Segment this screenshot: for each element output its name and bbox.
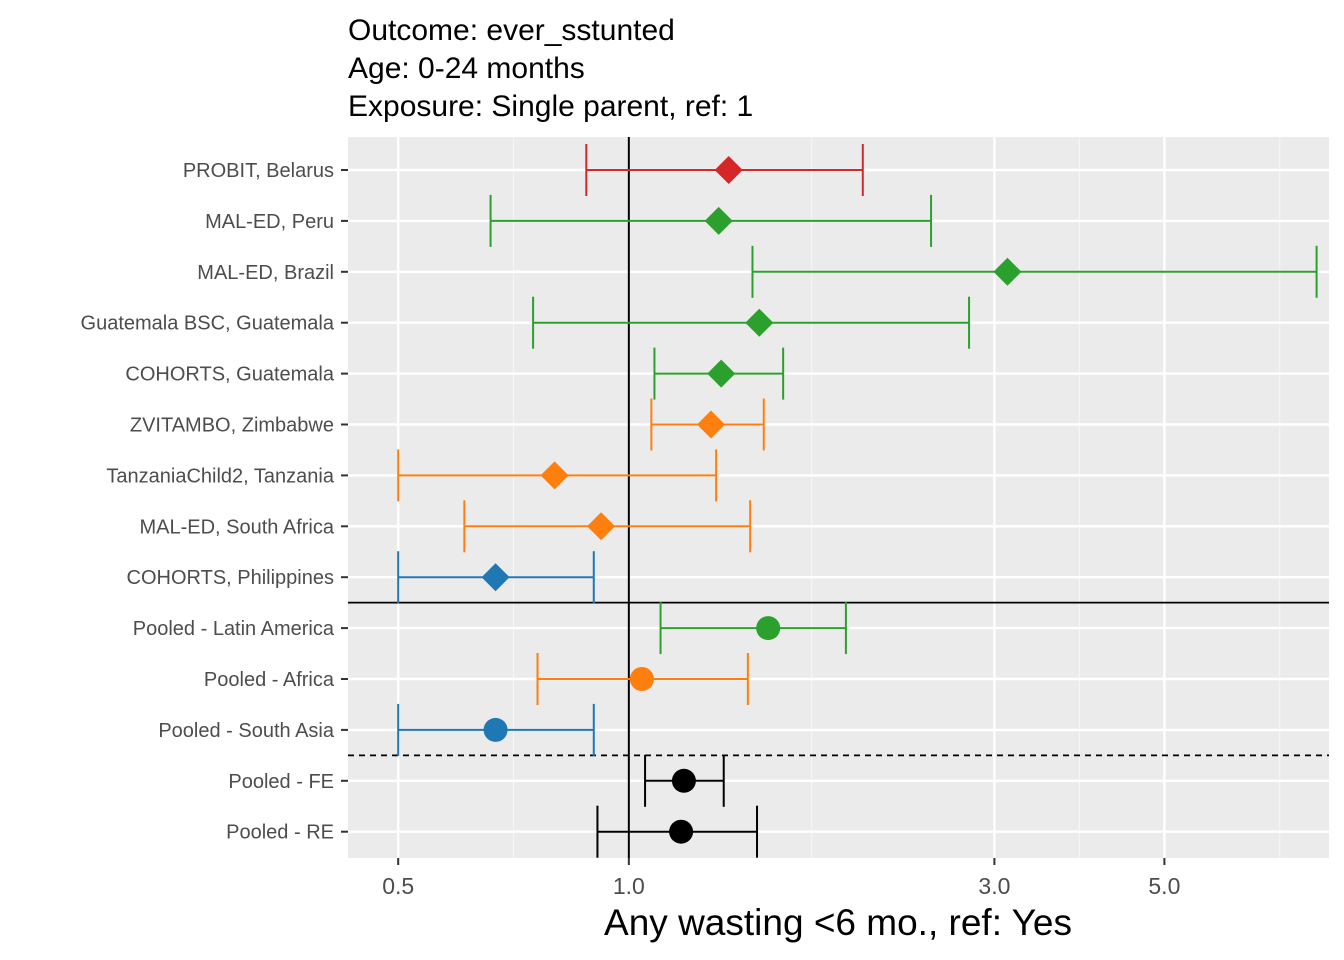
x-tick-label-1: 1.0 <box>613 873 645 899</box>
y-tick-label-6: TanzaniaChild2, Tanzania <box>106 465 334 487</box>
x-tick-label-2: 3.0 <box>978 873 1010 899</box>
estimate-diamond-0 <box>714 156 743 184</box>
estimate-diamond-4 <box>707 359 736 388</box>
row-mark-1 <box>489 194 933 247</box>
estimate-circle-10 <box>629 667 654 691</box>
grid-minor <box>512 137 1281 858</box>
title-line-3: Exposure: Single parent, ref: 1 <box>348 90 753 123</box>
row-mark-3 <box>532 296 971 349</box>
x-tick-label-0: 0.5 <box>382 873 414 899</box>
estimate-diamond-5 <box>696 410 725 439</box>
estimate-marks <box>397 144 1318 858</box>
x-axis-title: Any wasting <6 mo., ref: Yes <box>604 902 1072 943</box>
x-axis: 0.5 1.0 3.0 5.0 <box>382 858 1180 899</box>
row-mark-9 <box>659 602 847 655</box>
row-mark-6 <box>397 449 718 502</box>
estimate-diamond-1 <box>704 206 733 235</box>
y-tick-label-10: Pooled - Africa <box>204 669 335 691</box>
estimate-diamond-2 <box>993 257 1022 286</box>
plot-panel <box>348 137 1329 858</box>
y-tick-label-12: Pooled - FE <box>228 771 334 793</box>
y-tick-label-7: MAL-ED, South Africa <box>139 516 334 538</box>
estimate-diamond-6 <box>540 461 569 490</box>
title-line-2: Age: 0-24 months <box>348 52 585 85</box>
estimate-diamond-8 <box>481 563 510 592</box>
y-tick-label-5: ZVITAMBO, Zimbabwe <box>130 415 334 437</box>
estimate-circle-12 <box>671 768 696 793</box>
estimate-circle-11 <box>483 717 508 742</box>
row-mark-4 <box>653 347 785 400</box>
chart-title: Outcome: ever_sstunted Age: 0-24 months … <box>348 14 753 123</box>
estimate-circle-13 <box>669 819 694 844</box>
y-tick-label-4: COHORTS, Guatemala <box>125 364 334 386</box>
estimate-circle-9 <box>756 616 781 641</box>
y-tick-label-8: COHORTS, Philippines <box>127 567 334 589</box>
group-separators <box>348 601 1329 757</box>
row-mark-12 <box>644 754 725 807</box>
title-line-1: Outcome: ever_sstunted <box>348 14 675 47</box>
x-tick-label-3: 5.0 <box>1148 873 1180 899</box>
row-mark-0 <box>585 144 864 196</box>
estimate-diamond-3 <box>745 308 774 337</box>
y-tick-label-0: PROBIT, Belarus <box>183 160 334 182</box>
row-mark-8 <box>397 551 595 604</box>
y-tick-label-11: Pooled - South Asia <box>158 720 335 742</box>
row-mark-11 <box>397 703 595 756</box>
y-tick-label-2: MAL-ED, Brazil <box>197 262 334 284</box>
y-tick-label-1: MAL-ED, Peru <box>205 211 334 233</box>
y-tick-label-13: Pooled - RE <box>226 822 334 844</box>
row-mark-2 <box>751 245 1318 298</box>
y-axis: PROBIT, Belarus MAL-ED, Peru MAL-ED, Brazi… <box>81 160 348 844</box>
row-mark-13 <box>596 805 759 858</box>
estimate-diamond-7 <box>587 512 616 541</box>
row-mark-7 <box>463 500 752 553</box>
row-mark-5 <box>650 398 765 451</box>
y-tick-label-9: Pooled - Latin America <box>133 618 335 640</box>
y-tick-label-3: Guatemala BSC, Guatemala <box>81 313 335 335</box>
row-mark-10 <box>536 653 749 705</box>
